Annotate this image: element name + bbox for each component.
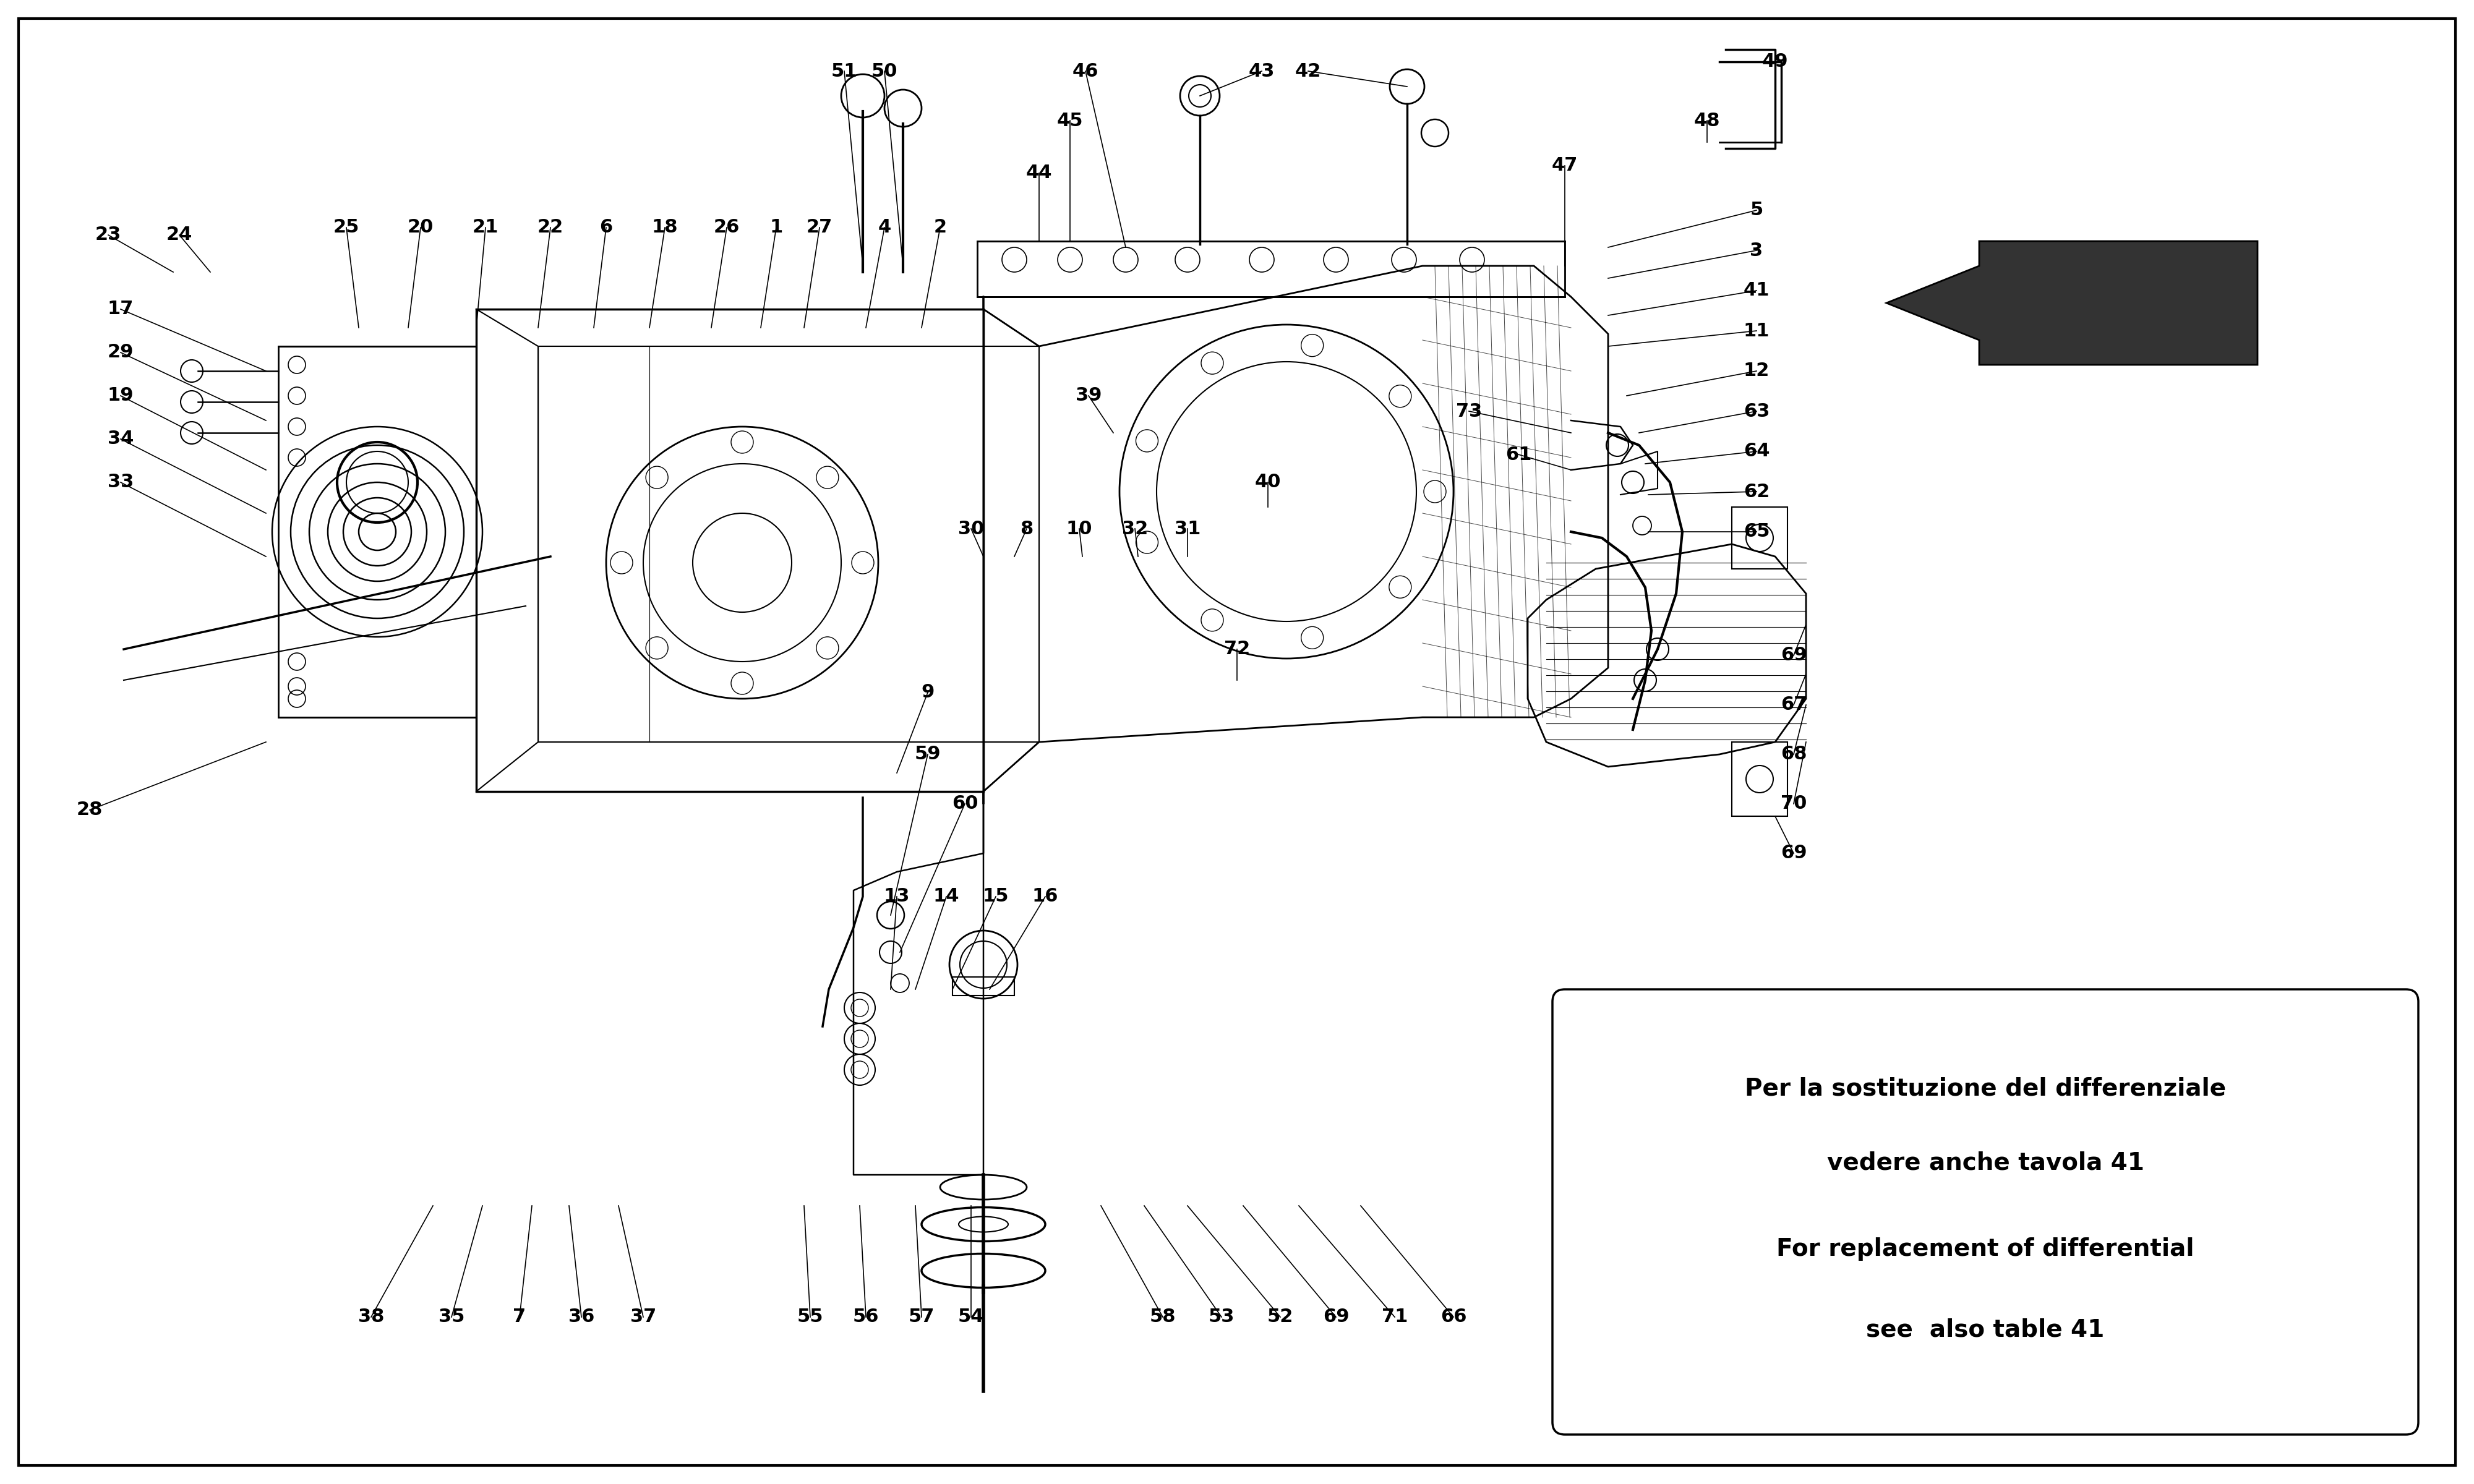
Text: 31: 31 [1175,519,1200,537]
Text: 47: 47 [1551,157,1578,175]
Text: 5: 5 [1749,202,1764,220]
Bar [277,346,475,717]
Text: 49: 49 [1761,53,1789,71]
Text: 51: 51 [831,62,858,80]
Text: 64: 64 [1744,442,1769,460]
Text: 29: 29 [106,343,134,362]
Bar [475,309,985,791]
Text: 7: 7 [512,1307,527,1327]
Text: 46: 46 [1071,62,1098,80]
Text: 27: 27 [807,218,834,236]
Text: 24: 24 [166,226,193,243]
Text: 36: 36 [569,1307,594,1327]
Text: 25: 25 [334,218,359,236]
Text: 21: 21 [473,218,500,236]
Text: 10: 10 [1066,519,1094,537]
Text: Per la sostituzione del differenziale: Per la sostituzione del differenziale [1744,1076,2227,1100]
Text: 13: 13 [883,887,910,905]
Text: 37: 37 [631,1307,656,1327]
Text: 26: 26 [713,218,740,236]
Text: 8: 8 [1019,519,1034,537]
Bar [977,240,1566,297]
Text: 68: 68 [1781,745,1806,763]
Text: 54: 54 [957,1307,985,1327]
Text: 1: 1 [769,218,782,236]
Text: 56: 56 [854,1307,878,1327]
Text: 58: 58 [1150,1307,1175,1327]
Text: 38: 38 [359,1307,383,1327]
Text: 18: 18 [651,218,678,236]
Text: 48: 48 [1695,111,1719,129]
Text: 6: 6 [599,218,614,236]
Text: 53: 53 [1207,1307,1235,1327]
Text: 43: 43 [1249,62,1274,80]
Text: 19: 19 [106,387,134,405]
Text: 33: 33 [106,473,134,491]
Text: 70: 70 [1781,795,1806,813]
Text: 14: 14 [933,887,960,905]
Bar [1732,508,1786,568]
Text: 69: 69 [1324,1307,1348,1327]
Text: 35: 35 [438,1307,465,1327]
Text: 67: 67 [1781,696,1806,714]
Text: 11: 11 [1744,322,1769,340]
Text: 69: 69 [1781,647,1806,665]
Text: 73: 73 [1455,402,1482,420]
Text: 41: 41 [1744,282,1769,300]
Text: 62: 62 [1744,482,1769,500]
Text: 59: 59 [915,745,940,763]
Text: vedere anche tavola 41: vedere anche tavola 41 [1826,1150,2145,1174]
Text: 71: 71 [1380,1307,1408,1327]
Text: 42: 42 [1294,62,1321,80]
Text: 40: 40 [1254,473,1282,491]
Polygon shape [1888,240,2256,365]
Text: 66: 66 [1440,1307,1467,1327]
Text: 3: 3 [1749,242,1764,260]
Text: 50: 50 [871,62,898,80]
Text: 63: 63 [1744,402,1769,420]
Text: see  also table 41: see also table 41 [1865,1318,2105,1342]
Bar [952,976,1014,996]
Text: 55: 55 [797,1307,824,1327]
Text: 44: 44 [1027,165,1051,183]
Text: 52: 52 [1267,1307,1294,1327]
Text: 69: 69 [1781,844,1806,862]
Text: 72: 72 [1225,640,1249,659]
Text: 39: 39 [1076,387,1101,405]
Text: 57: 57 [908,1307,935,1327]
Text: 34: 34 [106,430,134,448]
Text: 16: 16 [1032,887,1059,905]
Text: For replacement of differential: For replacement of differential [1776,1238,2194,1261]
Text: 4: 4 [878,218,891,236]
Text: 20: 20 [408,218,433,236]
Text: 30: 30 [957,519,985,537]
FancyBboxPatch shape [1554,990,2420,1435]
Text: 9: 9 [920,684,935,702]
Text: 22: 22 [537,218,564,236]
Text: 23: 23 [94,226,121,243]
Text: 12: 12 [1744,362,1769,380]
Bar [1732,742,1786,816]
Text: 65: 65 [1744,522,1769,540]
Bar [539,346,1039,742]
Text: 28: 28 [77,801,104,819]
Text: 15: 15 [982,887,1009,905]
Text: 61: 61 [1504,445,1531,463]
Text: 45: 45 [1056,111,1084,129]
Text: 60: 60 [952,795,977,813]
Text: 32: 32 [1121,519,1148,537]
Text: 17: 17 [106,300,134,318]
Text: 2: 2 [933,218,948,236]
